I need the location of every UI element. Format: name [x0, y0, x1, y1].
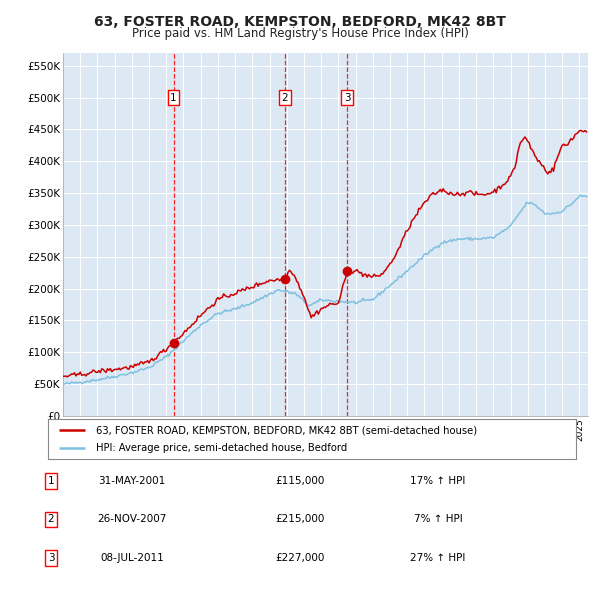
Text: 17% ↑ HPI: 17% ↑ HPI: [410, 476, 466, 486]
Text: 31-MAY-2001: 31-MAY-2001: [98, 476, 166, 486]
Text: 63, FOSTER ROAD, KEMPSTON, BEDFORD, MK42 8BT (semi-detached house): 63, FOSTER ROAD, KEMPSTON, BEDFORD, MK42…: [95, 425, 476, 435]
Text: 3: 3: [47, 553, 55, 563]
Text: HPI: Average price, semi-detached house, Bedford: HPI: Average price, semi-detached house,…: [95, 442, 347, 453]
Text: 1: 1: [170, 93, 177, 103]
Text: 1: 1: [47, 476, 55, 486]
Text: £115,000: £115,000: [275, 476, 325, 486]
Text: £215,000: £215,000: [275, 514, 325, 525]
Text: 2: 2: [47, 514, 55, 525]
Text: 63, FOSTER ROAD, KEMPSTON, BEDFORD, MK42 8BT: 63, FOSTER ROAD, KEMPSTON, BEDFORD, MK42…: [94, 15, 506, 29]
Text: 3: 3: [344, 93, 350, 103]
Text: £227,000: £227,000: [275, 553, 325, 563]
Text: 7% ↑ HPI: 7% ↑ HPI: [413, 514, 463, 525]
Text: Price paid vs. HM Land Registry's House Price Index (HPI): Price paid vs. HM Land Registry's House …: [131, 27, 469, 40]
Text: 08-JUL-2011: 08-JUL-2011: [100, 553, 164, 563]
Text: 26-NOV-2007: 26-NOV-2007: [97, 514, 167, 525]
Text: 2: 2: [282, 93, 289, 103]
Text: 27% ↑ HPI: 27% ↑ HPI: [410, 553, 466, 563]
